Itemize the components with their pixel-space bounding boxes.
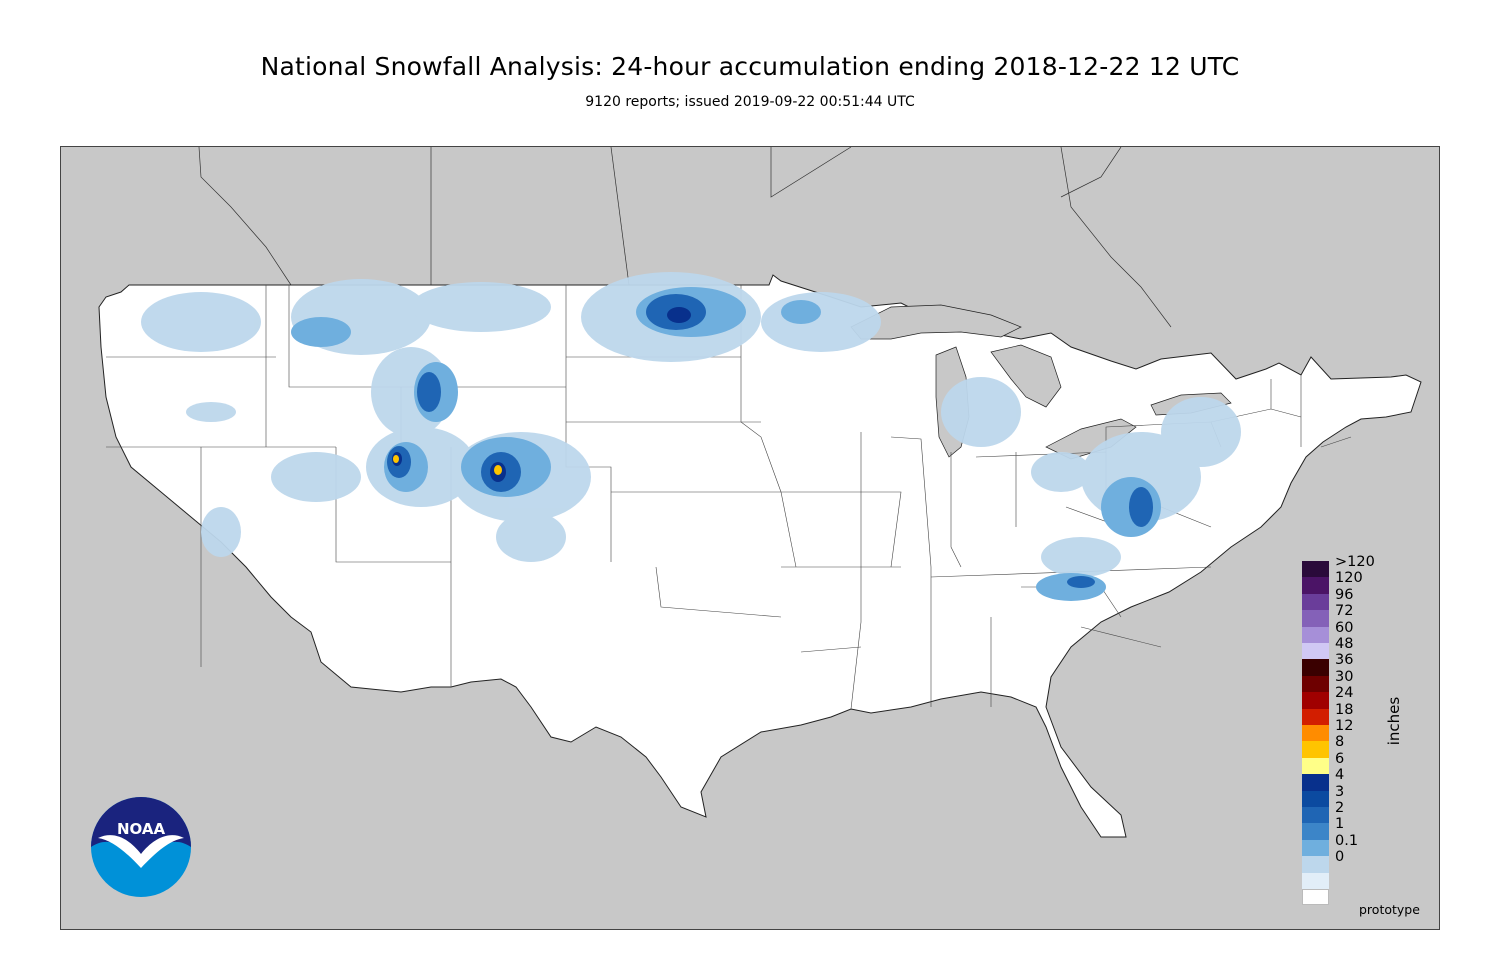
legend-swatch: [1302, 725, 1329, 742]
legend-label: 24: [1335, 685, 1354, 702]
snowfall-contours: [141, 272, 1241, 601]
noaa-logo-icon: NOAA: [91, 797, 191, 897]
legend-swatch: [1302, 708, 1329, 725]
legend-label: 96: [1335, 586, 1354, 603]
legend-swatch: [1302, 856, 1329, 873]
legend-swatch: [1302, 741, 1329, 758]
legend-label: 6: [1335, 750, 1345, 767]
legend-label: 48: [1335, 636, 1354, 652]
legend-label: 8: [1335, 734, 1345, 751]
legend-label: >120: [1335, 554, 1375, 570]
legend-swatch: [1302, 872, 1329, 889]
legend-label: 2: [1335, 800, 1345, 816]
legend-label: 12: [1335, 718, 1354, 734]
canada-borders: [198, 147, 1172, 328]
map-title: National Snowfall Analysis: 24-hour accu…: [260, 52, 1240, 81]
legend-label: 18: [1335, 701, 1354, 718]
legend-swatch: [1302, 823, 1329, 840]
snowfall-map: [60, 146, 1440, 930]
legend-label: 3: [1335, 783, 1345, 800]
legend-label: 30: [1335, 668, 1354, 685]
legend-label: 4: [1335, 767, 1345, 784]
legend-label: 72: [1335, 603, 1354, 620]
legend-label: 0.1: [1335, 832, 1359, 849]
legend-swatch: [1302, 807, 1329, 824]
legend-swatch: [1302, 659, 1329, 676]
legend-swatch: [1302, 839, 1329, 857]
legend-swatch: [1302, 577, 1329, 594]
legend-swatch: [1302, 790, 1329, 807]
legend-swatch: [1302, 692, 1329, 709]
legend-label: 120: [1335, 570, 1363, 587]
legend-label: 0: [1335, 849, 1345, 866]
prototype-note: prototype: [1359, 902, 1420, 917]
legend-swatch: [1302, 643, 1329, 660]
map-subtitle: 9120 reports; issued 2019-09-22 00:51:44…: [585, 94, 915, 110]
legend-swatch: [1302, 561, 1329, 578]
legend-swatch: [1302, 610, 1329, 627]
map-canvas: [61, 147, 1439, 929]
legend-swatch: [1302, 593, 1329, 611]
legend-unit-label: inches: [1385, 696, 1404, 746]
logo-text: NOAA: [117, 820, 166, 838]
legend-swatch: [1302, 757, 1329, 775]
legend-label: 60: [1335, 619, 1354, 636]
legend-swatch: [1302, 889, 1329, 906]
legend-swatch: [1302, 774, 1329, 791]
legend-label: 1: [1335, 816, 1345, 833]
legend-swatch: [1302, 675, 1329, 693]
legend-swatch: [1302, 626, 1329, 643]
legend-label: 36: [1335, 652, 1354, 669]
